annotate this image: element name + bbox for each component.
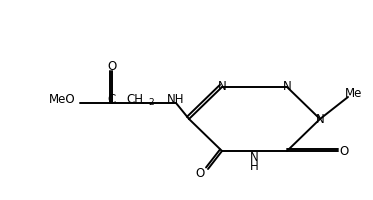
Text: NH: NH xyxy=(167,93,185,106)
Text: O: O xyxy=(339,145,349,158)
Text: MeO: MeO xyxy=(49,93,75,106)
Text: H: H xyxy=(250,160,258,173)
Text: O: O xyxy=(195,167,205,180)
Text: CH: CH xyxy=(126,93,143,106)
Text: C: C xyxy=(108,93,116,106)
Text: N: N xyxy=(316,113,325,126)
Text: 2: 2 xyxy=(148,98,154,107)
Text: N: N xyxy=(283,80,291,93)
Text: O: O xyxy=(107,60,117,73)
Text: Me: Me xyxy=(345,87,363,100)
Text: N: N xyxy=(250,151,258,164)
Text: N: N xyxy=(217,80,226,93)
